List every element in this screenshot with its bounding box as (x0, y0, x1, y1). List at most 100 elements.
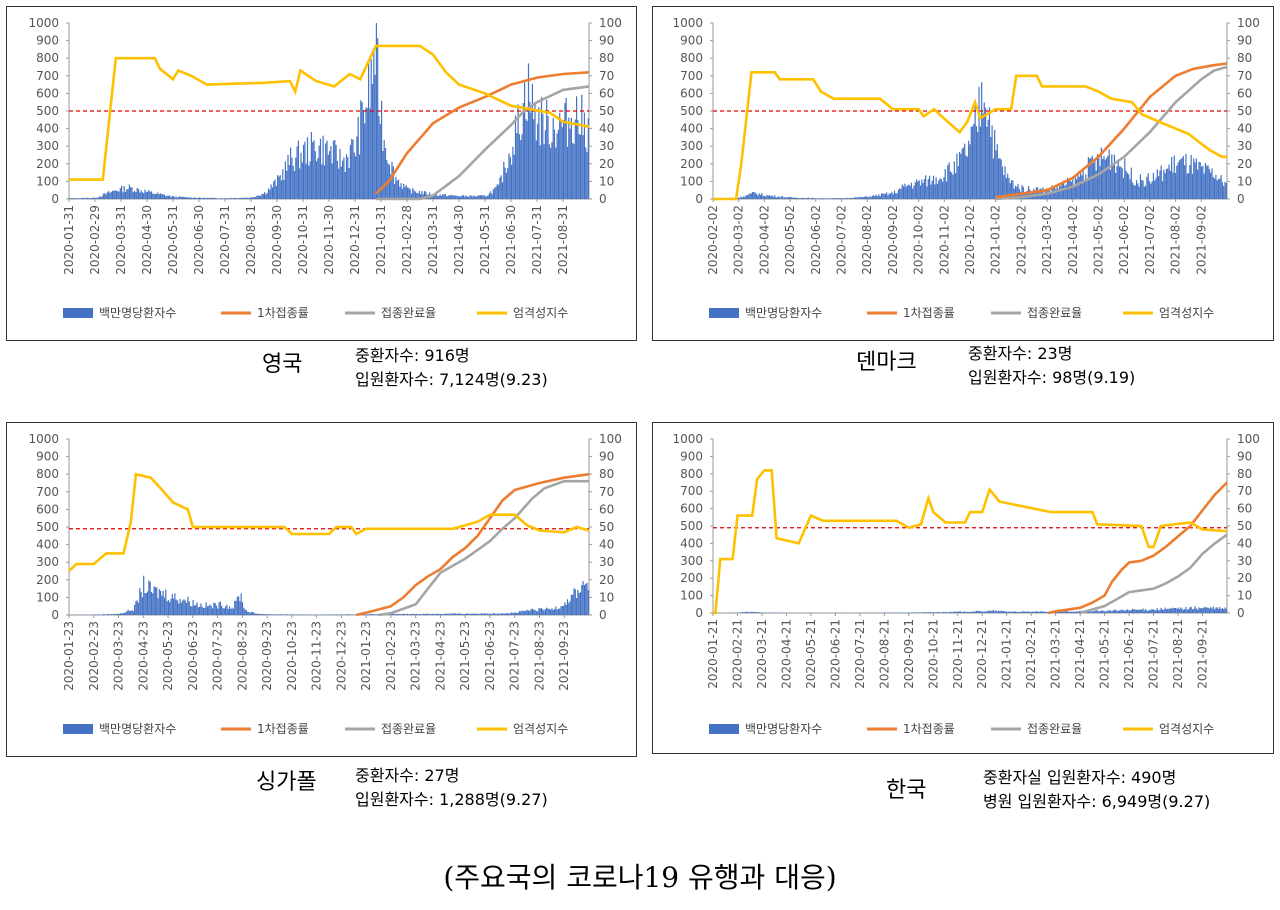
case-bar (914, 182, 916, 199)
case-bar (381, 100, 383, 199)
case-bar (462, 195, 465, 199)
case-bar (141, 597, 143, 615)
case-bar (1184, 609, 1186, 613)
case-bar (901, 612, 903, 613)
case-bar (132, 192, 134, 199)
case-bar (1020, 612, 1022, 613)
case-bar (964, 143, 966, 199)
case-bar (1069, 611, 1071, 613)
case-bar (749, 611, 751, 613)
case-bar (1005, 611, 1007, 613)
case-bar (141, 192, 143, 199)
case-bar (1171, 157, 1173, 199)
case-bar (176, 197, 179, 199)
case-bar (154, 194, 156, 199)
case-bar (121, 613, 123, 615)
case-bar (923, 179, 926, 199)
case-bar (1009, 183, 1011, 199)
case-bar (518, 134, 520, 199)
case-bar (451, 194, 453, 199)
case-bar (1146, 176, 1148, 199)
y-tick-right-label: 90 (599, 34, 614, 48)
case-bar (852, 198, 854, 199)
case-bar (527, 610, 530, 615)
case-bar (578, 134, 580, 199)
case-bar (1096, 154, 1099, 199)
case-bar (418, 614, 420, 615)
case-bar (206, 606, 208, 615)
case-bar (923, 612, 926, 613)
case-bar (514, 115, 517, 199)
case-bar (568, 602, 570, 615)
case-bar (413, 190, 415, 199)
case-bar (252, 612, 254, 615)
case-bar (351, 138, 353, 199)
case-bar (370, 613, 372, 615)
case-bar (1212, 176, 1214, 199)
case-bar (205, 602, 207, 615)
case-bar (369, 614, 371, 615)
y-tick-left-label: 400 (36, 538, 59, 552)
case-bar (832, 198, 834, 199)
case-bar (887, 195, 889, 199)
case-bar (585, 583, 587, 615)
case-bar (119, 613, 121, 615)
case-bar (162, 194, 164, 199)
y-tick-right-label: 100 (599, 432, 622, 446)
case-bar (573, 144, 575, 199)
case-bar (1180, 607, 1182, 613)
case-bar (491, 613, 493, 615)
case-bar (1001, 610, 1004, 613)
case-bar (874, 196, 876, 199)
case-bar (343, 157, 345, 199)
case-bar (582, 581, 584, 615)
case-bar (318, 145, 320, 199)
case-bar (345, 154, 348, 199)
case-bar (1135, 609, 1138, 613)
case-bar (69, 198, 71, 199)
case-bar (338, 168, 340, 199)
case-bar (1073, 186, 1075, 199)
case-bar (371, 84, 374, 199)
case-bar (119, 188, 121, 199)
x-tick-label: 2020-08-21 (877, 619, 891, 689)
case-bar (561, 127, 563, 199)
case-bar (455, 613, 457, 615)
case-bar (104, 193, 106, 199)
case-bar (551, 608, 553, 615)
case-bar (1208, 608, 1210, 613)
case-bar (757, 612, 759, 613)
case-bar (451, 613, 453, 615)
case-bar (422, 613, 424, 615)
case-bar (439, 613, 441, 615)
case-bar (1210, 607, 1212, 613)
legend: 백만명당환자수 1차접종률 접종완료율 엄격성지수 (63, 306, 568, 320)
case-bar (479, 613, 481, 615)
case-bar (806, 197, 808, 199)
case-bar (227, 198, 229, 199)
case-bar (498, 184, 500, 199)
case-bar (403, 183, 405, 199)
case-bar (274, 179, 276, 199)
case-bar (371, 614, 374, 615)
case-bar (1224, 607, 1226, 613)
case-bar (1098, 611, 1100, 613)
case-bar (279, 175, 281, 199)
case-bar (1098, 155, 1100, 199)
case-bar (1014, 611, 1017, 613)
case-bar (882, 193, 884, 199)
case-bar (1070, 181, 1073, 199)
case-bar (238, 198, 240, 199)
case-bar (1190, 606, 1192, 613)
case-bar (184, 197, 186, 199)
case-bar (546, 607, 548, 615)
case-bar (261, 614, 263, 615)
first-dose-line (374, 71, 590, 195)
case-bar (958, 152, 961, 199)
case-bar (97, 197, 99, 199)
case-bar (771, 195, 773, 199)
case-bar (862, 197, 864, 199)
case-bar (974, 105, 976, 199)
case-bar (160, 193, 162, 199)
case-bar (579, 592, 582, 615)
